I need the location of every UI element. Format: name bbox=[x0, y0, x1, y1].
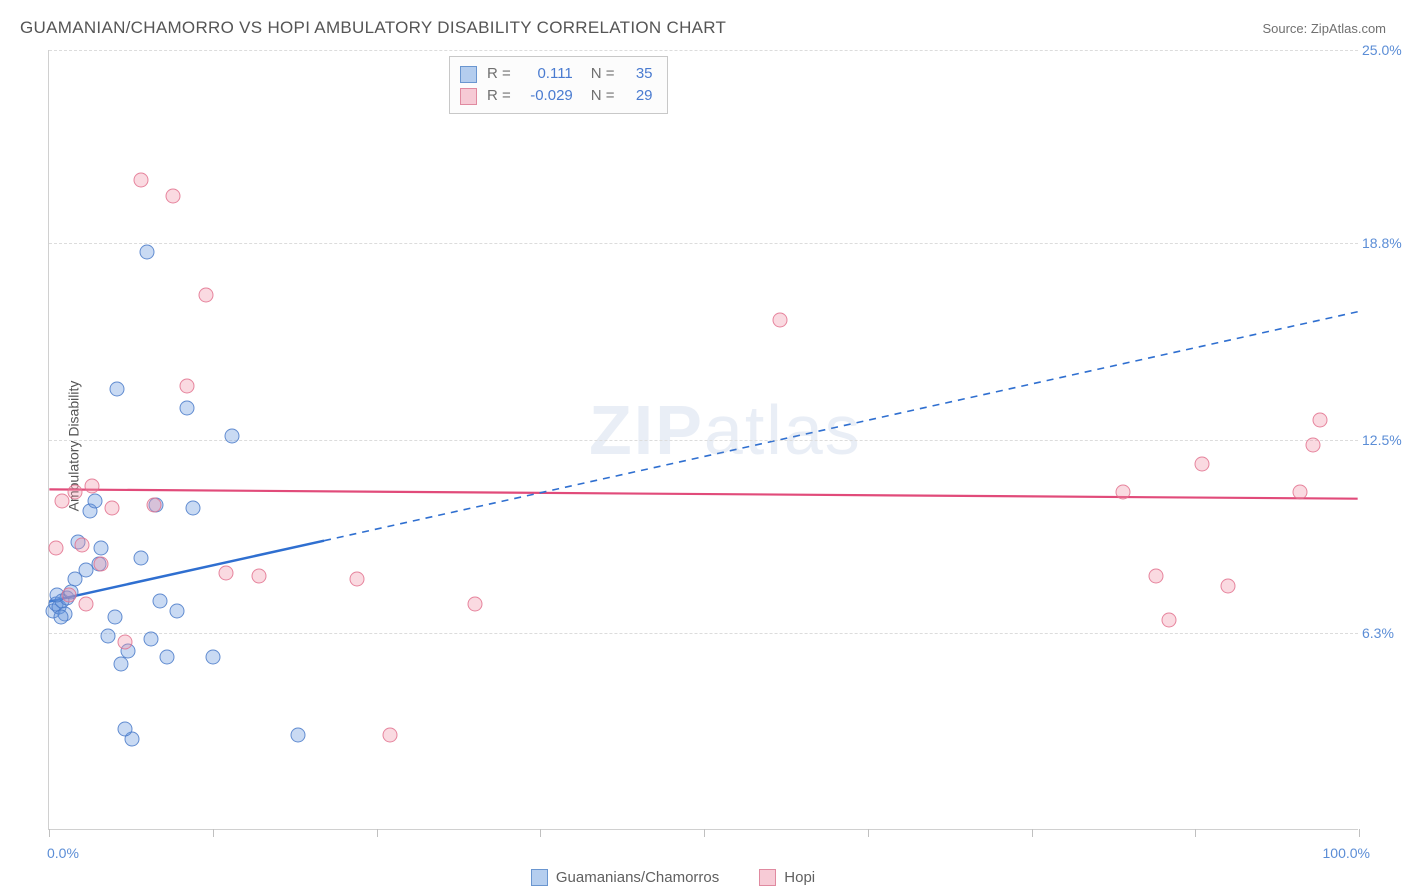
x-tick bbox=[868, 829, 869, 837]
x-tick bbox=[49, 829, 50, 837]
hopi-point bbox=[1148, 569, 1163, 584]
guamanian-point bbox=[205, 650, 220, 665]
guamanian-point bbox=[186, 500, 201, 515]
hopi-point bbox=[61, 588, 76, 603]
hopi-point bbox=[166, 188, 181, 203]
n-label: N = bbox=[591, 85, 615, 107]
y-tick-label: 25.0% bbox=[1362, 42, 1406, 58]
gridline bbox=[49, 440, 1358, 441]
hopi-point bbox=[48, 541, 63, 556]
y-tick-label: 6.3% bbox=[1362, 625, 1406, 641]
hopi-point bbox=[1162, 612, 1177, 627]
hopi-point bbox=[146, 497, 161, 512]
guamanian-point bbox=[53, 609, 68, 624]
gridline bbox=[49, 633, 1358, 634]
guamanian-point bbox=[117, 722, 132, 737]
hopi-point bbox=[133, 173, 148, 188]
guamanian-point bbox=[100, 628, 115, 643]
x-tick bbox=[704, 829, 705, 837]
legend-swatch-icon bbox=[759, 869, 776, 886]
legend-label: Hopi bbox=[784, 869, 815, 886]
hopi-point bbox=[1312, 413, 1327, 428]
hopi-point bbox=[1306, 438, 1321, 453]
hopi-point bbox=[251, 569, 266, 584]
guamanian-point bbox=[87, 494, 102, 509]
hopi-point bbox=[78, 597, 93, 612]
hopi-point bbox=[117, 634, 132, 649]
hopi-point bbox=[349, 572, 364, 587]
x-tick bbox=[377, 829, 378, 837]
legend-item-hopi: Hopi bbox=[759, 869, 815, 886]
guamanian-point bbox=[94, 541, 109, 556]
stats-row-guamanian: R = 0.111 N = 35 bbox=[460, 63, 653, 85]
stats-legend: R = 0.111 N = 35 R = -0.029 N = 29 bbox=[449, 56, 668, 114]
guamanian-point bbox=[133, 550, 148, 565]
guamanian-point bbox=[140, 244, 155, 259]
x-tick bbox=[213, 829, 214, 837]
guamanian-point bbox=[179, 400, 194, 415]
guamanian-point bbox=[290, 728, 305, 743]
n-value: 35 bbox=[625, 63, 653, 85]
x-tick bbox=[1359, 829, 1360, 837]
hopi-point bbox=[55, 494, 70, 509]
y-tick-label: 12.5% bbox=[1362, 432, 1406, 448]
chart-plot-area: ZIPatlas R =0.111N =35R =-0.029N =29 6.3… bbox=[48, 50, 1358, 830]
series-legend: Guamanians/Chamorros Hopi bbox=[0, 869, 1346, 886]
gridline bbox=[49, 243, 1358, 244]
hopi-point bbox=[199, 288, 214, 303]
x-tick bbox=[1032, 829, 1033, 837]
guamanian-point bbox=[153, 594, 168, 609]
legend-swatch-icon bbox=[460, 88, 477, 105]
x-tick bbox=[540, 829, 541, 837]
hopi-point bbox=[94, 556, 109, 571]
hopi-point bbox=[1194, 456, 1209, 471]
legend-item-guamanian: Guamanians/Chamorros bbox=[531, 869, 719, 886]
r-value: -0.029 bbox=[521, 85, 573, 107]
x-tick bbox=[1195, 829, 1196, 837]
legend-swatch-icon bbox=[531, 869, 548, 886]
guamanian-point bbox=[107, 609, 122, 624]
guamanian-point bbox=[225, 428, 240, 443]
guamanian-point bbox=[159, 650, 174, 665]
hopi-point bbox=[218, 566, 233, 581]
hopi-point bbox=[467, 597, 482, 612]
r-value: 0.111 bbox=[521, 63, 573, 85]
n-label: N = bbox=[591, 63, 615, 85]
legend-label: Guamanians/Chamorros bbox=[556, 869, 719, 886]
hopi-point bbox=[1221, 578, 1236, 593]
gridline bbox=[49, 50, 1358, 51]
stats-row-hopi: R = -0.029 N = 29 bbox=[460, 85, 653, 107]
x-tick-label: 100.0% bbox=[1323, 845, 1370, 861]
hopi-point bbox=[74, 538, 89, 553]
guamanian-point bbox=[110, 382, 125, 397]
hopi-point bbox=[104, 500, 119, 515]
hopi-point bbox=[382, 728, 397, 743]
hopi-point bbox=[1293, 485, 1308, 500]
source-text: Source: ZipAtlas.com bbox=[1262, 21, 1386, 36]
n-value: 29 bbox=[625, 85, 653, 107]
guamanian-point bbox=[144, 631, 159, 646]
guamanian-point bbox=[170, 603, 185, 618]
r-label: R = bbox=[487, 63, 511, 85]
hopi-point bbox=[179, 378, 194, 393]
chart-title: GUAMANIAN/CHAMORRO VS HOPI AMBULATORY DI… bbox=[20, 18, 726, 38]
legend-swatch-icon bbox=[460, 66, 477, 83]
hopi-point bbox=[1116, 485, 1131, 500]
hopi-point bbox=[772, 313, 787, 328]
hopi-point bbox=[85, 478, 100, 493]
r-label: R = bbox=[487, 85, 511, 107]
x-tick-label: 0.0% bbox=[47, 845, 79, 861]
y-tick-label: 18.8% bbox=[1362, 235, 1406, 251]
hopi-point bbox=[68, 485, 83, 500]
